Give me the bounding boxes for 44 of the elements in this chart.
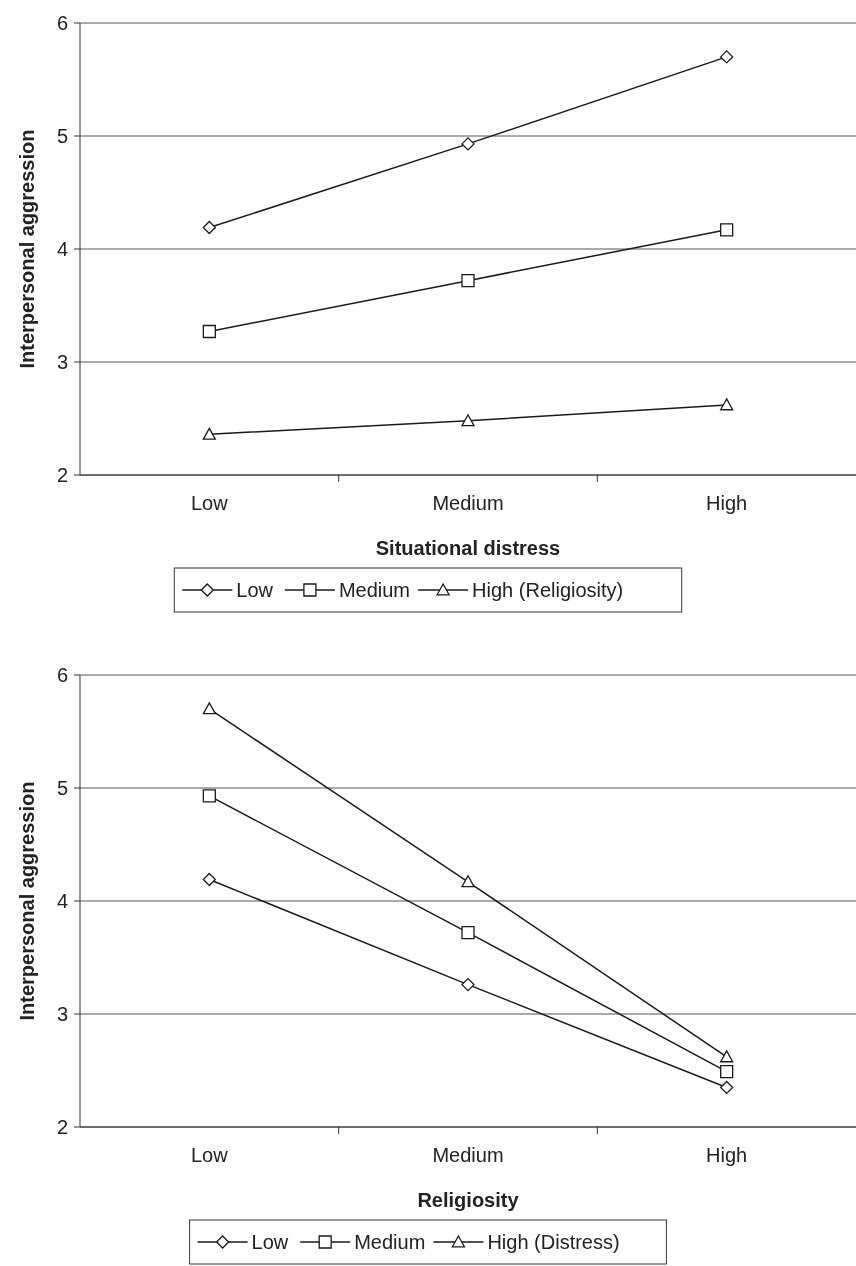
y-tick-label: 4 bbox=[56, 890, 68, 912]
y-tick-label: 2 bbox=[56, 1116, 68, 1138]
x-axis-title: Religiosity bbox=[417, 1189, 520, 1211]
point bbox=[720, 1080, 734, 1095]
point bbox=[461, 137, 475, 151]
y-tick-label: 5 bbox=[56, 777, 68, 799]
point bbox=[720, 223, 734, 237]
point bbox=[461, 875, 475, 888]
point bbox=[202, 872, 216, 887]
x-tick-label: High bbox=[706, 492, 748, 514]
y-tick-label: 3 bbox=[56, 351, 68, 373]
point bbox=[461, 925, 475, 940]
y-tick-label: 3 bbox=[56, 1003, 68, 1025]
point bbox=[461, 414, 475, 427]
point bbox=[720, 50, 734, 64]
x-tick-label: Low bbox=[190, 1144, 229, 1166]
y-tick-label: 6 bbox=[56, 664, 68, 686]
point bbox=[202, 789, 216, 803]
point bbox=[202, 427, 216, 440]
legend-label: High (Distress) bbox=[487, 1231, 620, 1253]
y-axis-title: Interpersonal aggression bbox=[16, 781, 38, 1021]
legend-label: Medium bbox=[338, 579, 411, 601]
point bbox=[720, 398, 734, 411]
legend-label: Low bbox=[251, 1231, 289, 1253]
y-tick-label: 6 bbox=[56, 12, 68, 34]
y-tick-label: 5 bbox=[56, 125, 68, 147]
legend-label: Low bbox=[236, 579, 274, 601]
x-tick-label: High bbox=[706, 1144, 748, 1166]
y-tick-label: 2 bbox=[56, 464, 68, 486]
point bbox=[720, 1050, 734, 1063]
x-tick-label: Low bbox=[190, 492, 229, 514]
y-axis-title: Interpersonal aggression bbox=[16, 129, 38, 369]
point bbox=[202, 702, 216, 715]
point bbox=[202, 324, 216, 339]
point bbox=[461, 977, 475, 992]
x-axis-title: Situational distress bbox=[375, 537, 561, 559]
point bbox=[461, 273, 475, 288]
x-tick-label: Medium bbox=[432, 1144, 504, 1166]
y-tick-label: 4 bbox=[56, 238, 68, 260]
point bbox=[720, 1064, 734, 1079]
legend-label: High (Religiosity) bbox=[472, 579, 624, 601]
point bbox=[202, 220, 216, 235]
x-tick-label: Medium bbox=[432, 492, 504, 514]
legend-label: Medium bbox=[354, 1231, 426, 1253]
